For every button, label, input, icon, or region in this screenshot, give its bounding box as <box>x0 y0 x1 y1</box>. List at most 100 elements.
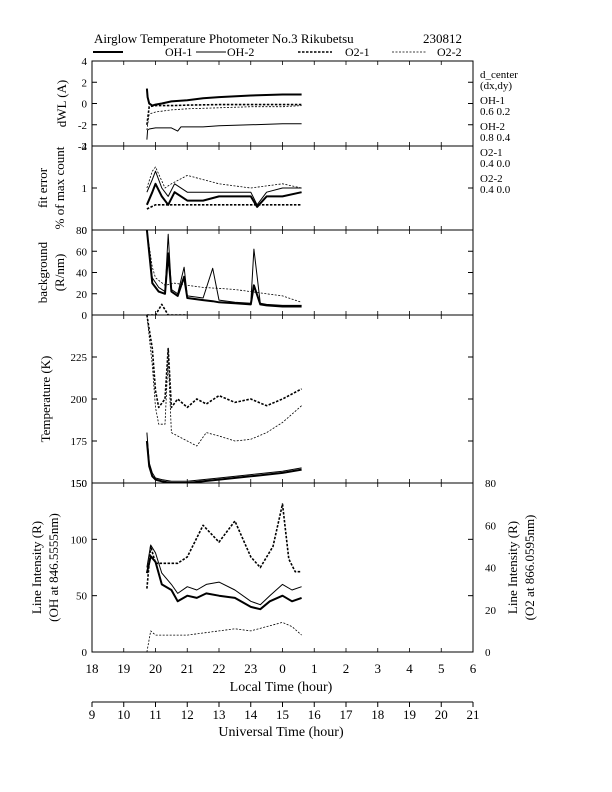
y-right-tick-label: 20 <box>485 605 497 617</box>
y-right-tick-label: 0 <box>485 647 491 659</box>
series-line-o2-2 <box>146 315 302 447</box>
series-line-oh-1 <box>145 88 302 107</box>
y-tick-label: 200 <box>71 394 88 406</box>
y-tick-label: 2 <box>82 77 88 89</box>
x-tick-label: 3 <box>375 661 382 676</box>
local-time-axis: 18 19 20 21 22 23 0 1 2 3 4 5 6 <box>86 661 477 676</box>
series-line-oh-1 <box>145 182 302 208</box>
y-axis-label: (OH at 846.5555nm) <box>46 513 61 622</box>
x2-tick-label: 19 <box>403 707 416 722</box>
side-info-label: OH-1 <box>480 95 505 107</box>
side-info-label: OH-2 <box>480 121 505 133</box>
y-tick-label: 150 <box>71 478 88 490</box>
side-info-value: 0.8 0.4 <box>480 132 511 144</box>
panel-dwl: 4 2 0 -2 -4 dWL (A) <box>54 56 474 153</box>
y-tick-label: -4 <box>78 141 88 153</box>
x-tick-label: 1 <box>311 661 318 676</box>
y-tick-label: 0 <box>82 647 88 659</box>
series-line-o2-1 <box>146 204 302 210</box>
series-line-oh-2 <box>146 230 302 306</box>
x2-tick-label: 15 <box>276 707 289 722</box>
series-line-oh-1 <box>145 440 302 483</box>
x-tick-label: 0 <box>279 661 286 676</box>
y-axis-label: dWL (A) <box>54 80 69 128</box>
x2-tick-label: 12 <box>181 707 194 722</box>
universal-time-axis: 9 10 11 12 13 14 15 16 17 18 19 20 21 <box>89 701 480 722</box>
y-tick-label: 20 <box>76 289 88 301</box>
y-right-tick-label: 40 <box>485 563 497 575</box>
series-line-o2-1 <box>146 303 188 315</box>
x-tick-label: 21 <box>181 661 194 676</box>
series-line-o2-1 <box>146 103 302 125</box>
y-right-axis-label: Line Intensity (R) <box>505 521 520 614</box>
x-tick-label: 19 <box>117 661 130 676</box>
y-right-tick-label: 60 <box>485 520 497 532</box>
y-axis-label: (R/nm) <box>52 254 67 292</box>
y-tick-label: 4 <box>82 56 88 68</box>
y-axis-label: Temperature (K) <box>38 356 53 443</box>
legend-label: OH-1 <box>165 45 192 59</box>
series-line-oh-2 <box>146 432 302 482</box>
side-info-value: 0.4 0.0 <box>480 184 511 196</box>
series-line-o2-2 <box>146 622 302 652</box>
x2-tick-label: 17 <box>340 707 354 722</box>
legend-label: OH-2 <box>227 45 254 59</box>
y-tick-label: 0 <box>82 225 88 237</box>
legend-label: O2-1 <box>345 45 370 59</box>
y-tick-label: 150 <box>71 478 88 490</box>
series-line-o2-1 <box>146 503 302 589</box>
x-tick-label: 4 <box>406 661 413 676</box>
y-tick-label: 1 <box>82 183 88 195</box>
y-tick-label: 225 <box>71 352 88 364</box>
side-info: d_center (dx,dy) OH-1 0.6 0.2 OH-2 0.8 0… <box>480 69 518 196</box>
x2-tick-label: 13 <box>213 707 226 722</box>
series-line-oh-1 <box>145 230 302 308</box>
x2-tick-label: 9 <box>89 707 96 722</box>
x2-tick-label: 18 <box>371 707 384 722</box>
chart-title: Airglow Temperature Photometer No.3 Riku… <box>94 31 354 46</box>
y-tick-label: 80 <box>76 225 88 237</box>
x-tick-label: 23 <box>244 661 257 676</box>
y-tick-label: 100 <box>71 534 88 546</box>
series-line-o2-2 <box>146 166 302 189</box>
x-tick-label: 5 <box>438 661 445 676</box>
y-right-axis-label: (O2 at 866.0595nm) <box>522 515 537 621</box>
side-info-label: O2-2 <box>480 173 503 185</box>
y-axis-label: Line Intensity (R) <box>29 521 44 614</box>
y-tick-label: -2 <box>78 120 87 132</box>
x2-tick-label: 11 <box>149 707 162 722</box>
x2-tick-label: 16 <box>308 707 322 722</box>
x-axis-label: Local Time (hour) <box>230 680 333 695</box>
series-line-o2-2 <box>146 105 302 131</box>
x2-tick-label: 20 <box>435 707 448 722</box>
y-right-tick-label: 80 <box>485 478 497 490</box>
y-tick-label: 0 <box>82 99 88 111</box>
series-line-oh-2 <box>146 544 302 606</box>
x-tick-label: 18 <box>86 661 99 676</box>
series-line-o2-2 <box>146 230 302 303</box>
x2-tick-label: 21 <box>467 707 480 722</box>
side-info-label: O2-1 <box>480 147 503 159</box>
y-axis-label: background <box>35 241 50 303</box>
y-tick-label: 0 <box>82 310 88 322</box>
x2-tick-label: 14 <box>244 707 258 722</box>
x2-axis-label: Universal Time (hour) <box>218 725 344 740</box>
side-info-value: 0.6 0.2 <box>480 106 510 118</box>
y-axis-label: fit error <box>35 167 50 208</box>
panel-temp: 225 200 175 150 Temperature (K) <box>38 314 474 490</box>
panel-fit: 2 1 0 fit error% of max count <box>35 141 474 237</box>
y-tick-label: 175 <box>71 436 88 448</box>
series-line-oh-2 <box>146 170 302 206</box>
x-tick-label: 22 <box>213 661 226 676</box>
x2-tick-label: 10 <box>117 707 130 722</box>
series-line-o2-1 <box>146 315 302 409</box>
chart-date: 230812 <box>423 31 462 46</box>
legend-label: O2-2 <box>437 45 462 59</box>
y-tick-label: 60 <box>76 246 88 258</box>
panel-bg: 80 60 40 20 0 background (R/nm) <box>35 225 474 322</box>
x-tick-label: 6 <box>470 661 477 676</box>
series-line-oh-2 <box>146 123 302 140</box>
y-tick-label: 40 <box>76 268 88 280</box>
